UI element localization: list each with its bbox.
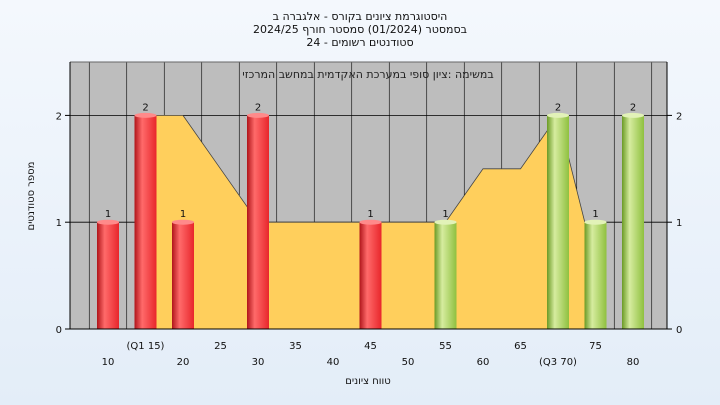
x-tick-label: 80 [627,357,640,368]
bar-cap [434,219,457,225]
y-tick-label-left: 0 [56,325,62,336]
bar-cap [622,112,644,118]
x-axis-label: טווח ציונים [345,376,390,387]
bar-cap [97,219,119,225]
y-tick-label-left: 1 [56,218,62,229]
bar-cap [584,219,607,225]
data-label: 2 [630,102,636,113]
x-tick-label: 30 [252,357,265,368]
bar [547,115,569,330]
bar [134,115,157,330]
x-tick-label: 45 [364,341,377,352]
x-tick-label: (Q3 70) [539,357,577,368]
data-label: 1 [105,209,111,220]
bar-cap [547,112,569,118]
data-label: 2 [255,102,261,113]
x-tick-label: 25 [214,341,227,352]
bar-cap [247,112,269,118]
x-tick-label: 75 [589,341,602,352]
data-label: 1 [180,209,186,220]
data-label: 1 [592,209,598,220]
x-tick-label: 50 [402,357,415,368]
bar-cap [172,219,194,225]
y-tick-label-right: 1 [676,218,682,229]
chart-title-line1: היסטוגרמת ציונים בקורס - אלגברה ב [273,10,448,23]
y-tick-label-right: 2 [676,111,682,122]
bars [97,112,644,330]
chart-subtitle: במשימה :ציון סופי במערכת האקדמית במחשב ה… [242,68,493,81]
x-tick-label: 65 [514,341,527,352]
data-labels: 1 2 1 2 1 1 2 1 2 [105,102,636,220]
x-tick-label: 55 [439,341,452,352]
x-tick-label: 35 [289,341,302,352]
bar [622,115,644,330]
y-axis-label: מספר סטודנטים [26,162,37,231]
x-tick-label: 60 [477,357,490,368]
x-tick-label: 40 [327,357,340,368]
y-tick-label-right: 0 [676,325,682,336]
bar [359,222,382,329]
data-label: 1 [367,209,373,220]
x-tick-label: 20 [177,357,190,368]
x-tick-label: (Q1 15) [127,341,165,352]
chart-title-line3: סטודנטים רשומים - 24 [306,36,413,49]
x-tick-label: 10 [102,357,115,368]
bar [434,222,457,329]
data-label: 1 [442,209,448,220]
data-label: 2 [142,102,148,113]
chart-title-line2: בסמסטר (01/2024) סמסטר חורף 2024/25 [253,23,467,36]
bar [247,115,269,330]
bar-cap [134,112,157,118]
bar [97,222,119,329]
axes: 0 0 1 1 2 2 10 (Q1 15) 20 25 30 35 40 45 50 55 60 65 (Q3 7… [56,111,683,368]
data-label: 2 [555,102,561,113]
bar [172,222,194,329]
bar-cap [359,219,382,225]
y-tick-label-left: 2 [56,111,62,122]
bar [584,222,607,329]
